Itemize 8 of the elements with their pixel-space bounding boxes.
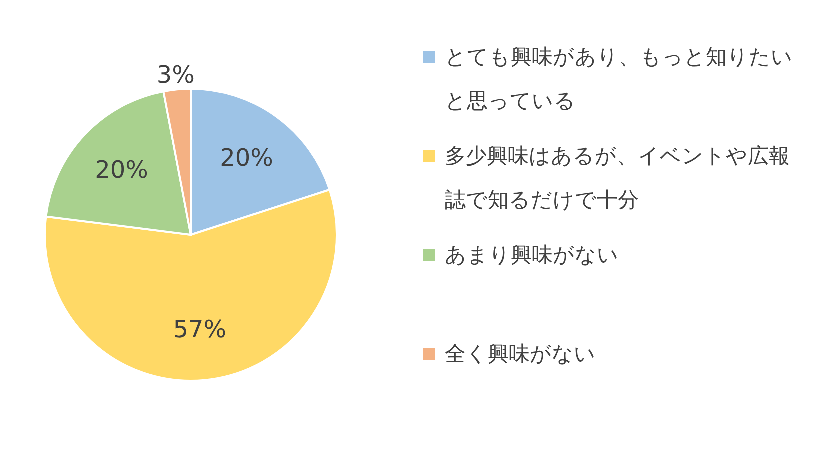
legend-label: 多少興味はあるが、イベントや広報誌で知るだけで十分 <box>445 144 790 212</box>
legend-label: とても興味があり、もっと知りたいと思っている <box>445 45 793 113</box>
legend-label: 全く興味がない <box>445 342 596 366</box>
data-label: 3% <box>156 61 195 90</box>
data-label: 20% <box>95 156 148 184</box>
data-label: 57% <box>173 315 227 344</box>
data-label: 20% <box>220 144 274 172</box>
legend-label: あまり興味がない <box>445 243 619 267</box>
